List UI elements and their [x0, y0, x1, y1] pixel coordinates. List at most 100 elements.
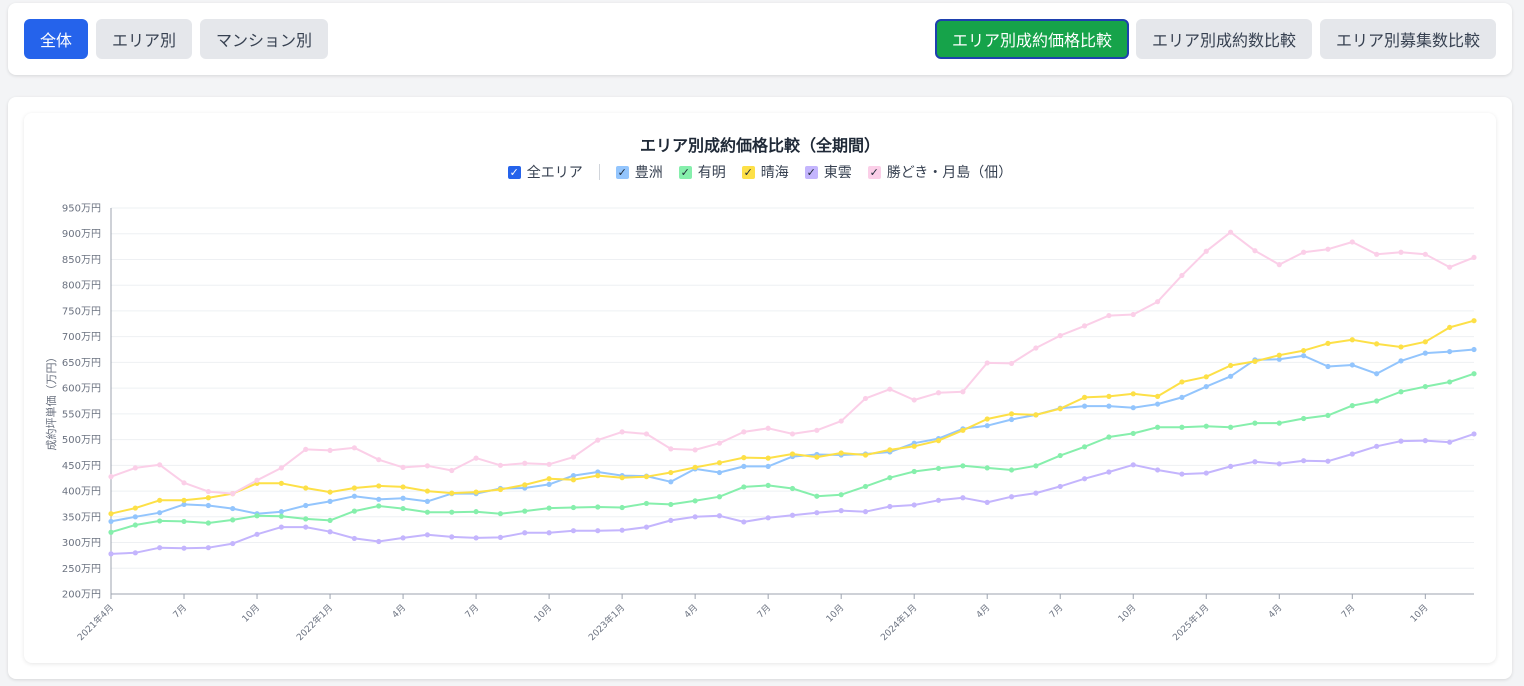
data-point — [960, 389, 966, 395]
area-count-compare-button[interactable]: エリア別成約数比較 — [1136, 19, 1312, 59]
data-point — [327, 529, 333, 535]
data-point — [1276, 420, 1282, 426]
data-point — [1276, 262, 1282, 268]
checkbox-checked-icon[interactable]: ✓ — [741, 165, 755, 179]
area-price-compare-button[interactable]: エリア別成約価格比較 — [935, 19, 1129, 59]
legend-item-shinonome[interactable]: ✓ 東雲 — [804, 162, 852, 182]
data-point — [716, 513, 723, 519]
data-point — [205, 495, 211, 501]
data-point — [1325, 246, 1331, 252]
x-tick-label: 7月 — [755, 602, 773, 620]
data-point — [205, 545, 211, 551]
checkbox-checked-icon[interactable]: ✓ — [867, 165, 881, 179]
checkbox-checked-icon[interactable]: ✓ — [615, 165, 629, 179]
data-point — [1008, 416, 1015, 423]
data-point — [1154, 401, 1161, 407]
view-by-mansion-button[interactable]: マンション別 — [200, 19, 328, 59]
y-tick-label: 900万円 — [62, 229, 101, 240]
data-point — [1398, 438, 1404, 444]
data-point — [108, 511, 114, 517]
data-point — [1008, 360, 1015, 367]
data-point — [692, 464, 698, 470]
checkbox-checked-icon[interactable]: ✓ — [678, 165, 692, 179]
data-point — [619, 475, 625, 481]
x-tick-label: 10月 — [1408, 602, 1430, 624]
data-point — [1349, 337, 1355, 343]
data-point — [132, 465, 138, 471]
data-point — [424, 463, 431, 469]
legend-item-toyosu[interactable]: ✓ 豊洲 — [615, 162, 663, 182]
data-point — [1374, 251, 1380, 257]
data-point — [157, 545, 163, 551]
data-point — [132, 505, 138, 511]
checkbox-checked-icon[interactable]: ✓ — [507, 165, 521, 179]
data-point — [838, 508, 844, 514]
data-point — [1471, 346, 1477, 353]
data-point — [1471, 318, 1477, 324]
data-point — [887, 386, 893, 392]
data-point — [181, 501, 187, 508]
data-point — [1422, 251, 1428, 257]
data-point — [1106, 434, 1112, 440]
data-point — [1471, 371, 1477, 377]
x-tick-label: 10月 — [824, 602, 846, 624]
data-point — [887, 447, 893, 453]
data-point — [157, 510, 163, 516]
data-point — [838, 492, 844, 498]
data-point — [1081, 403, 1088, 409]
data-point — [1252, 459, 1258, 465]
data-point — [765, 425, 771, 431]
x-tick-label: 2023年1月 — [586, 602, 627, 643]
data-point — [181, 518, 187, 525]
data-point — [1228, 362, 1234, 369]
data-point — [765, 455, 771, 461]
data-point — [984, 465, 990, 471]
data-point — [1008, 411, 1015, 417]
legend-item-harumi[interactable]: ✓ 晴海 — [741, 162, 789, 182]
view-all-button[interactable]: 全体 — [24, 19, 88, 59]
checkbox-checked-icon[interactable]: ✓ — [804, 165, 818, 179]
data-point — [351, 535, 357, 542]
x-tick-label: 2021年4月 — [75, 602, 116, 643]
data-point — [887, 475, 893, 481]
data-point — [1301, 249, 1307, 255]
data-point — [497, 462, 504, 468]
y-tick-label: 800万円 — [62, 281, 101, 292]
legend-item-kachidoki[interactable]: ✓ 勝どき・月島（佃） — [867, 162, 1013, 182]
data-point — [1398, 358, 1404, 364]
data-point — [1130, 405, 1136, 411]
view-by-area-button[interactable]: エリア別 — [96, 19, 192, 59]
data-point — [230, 491, 236, 497]
area-listing-compare-button[interactable]: エリア別募集数比較 — [1320, 19, 1496, 59]
chart-title: エリア別成約価格比較（全期間） — [639, 136, 880, 155]
data-point — [1008, 494, 1015, 500]
data-point — [1130, 462, 1136, 468]
data-point — [1325, 340, 1331, 346]
data-point — [303, 516, 309, 522]
data-point — [205, 502, 211, 509]
data-point — [303, 502, 309, 509]
data-point — [595, 504, 601, 510]
data-point — [132, 522, 138, 528]
data-point — [205, 488, 211, 495]
data-point — [765, 515, 771, 521]
y-tick-label: 650万円 — [62, 358, 101, 369]
legend-divider — [598, 164, 600, 180]
chart-card: エリア別成約価格比較（全期間） ✓ 全エリア ✓ 豊洲 ✓ 有明 ✓ 晴海 ✓ … — [8, 97, 1512, 679]
data-point — [1252, 358, 1258, 364]
data-point — [546, 461, 552, 467]
data-point — [1349, 362, 1355, 368]
legend-item-label: 豊洲 — [634, 165, 663, 181]
y-tick-label: 850万円 — [62, 255, 101, 266]
data-point — [595, 528, 601, 534]
data-point — [1422, 383, 1428, 390]
data-point — [984, 360, 990, 366]
y-tick-label: 950万円 — [62, 204, 101, 215]
data-point — [668, 446, 674, 452]
data-point — [1033, 463, 1039, 469]
legend-item-label: 勝どき・月島（佃） — [886, 165, 1013, 181]
legend-item-ariake[interactable]: ✓ 有明 — [678, 162, 726, 182]
legend-item-label: 東雲 — [823, 165, 852, 181]
data-point — [400, 464, 406, 470]
legend-all-areas[interactable]: ✓ 全エリア — [507, 162, 583, 182]
